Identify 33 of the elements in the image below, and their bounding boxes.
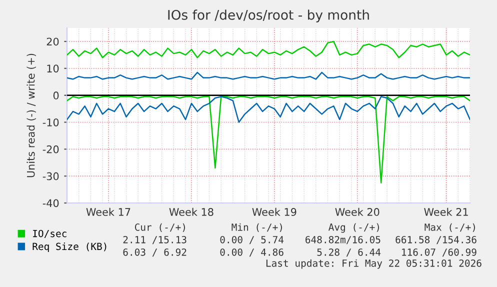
text: 5.28 / 6.44 [317,248,381,257]
y-tick-label: 20 [46,38,59,46]
x-tick-label: Week 18 [169,208,214,216]
text: 0.00 / 4.86 [220,248,284,257]
line-series [67,96,470,123]
y-axis-title: Units read (-) / write (+) [26,54,36,178]
y-tick-label: -40 [42,199,59,208]
x-tick-label: Week 19 [252,208,296,216]
text: Min (-/+) [232,223,282,232]
line-series [67,96,470,184]
text: 648.82m/16.05 [306,236,380,244]
y-tick-label: 10 [47,64,59,72]
x-tick-label: Week 17 [86,208,130,216]
text: Max (-/+) [424,223,475,232]
y-tick-label: -30 [42,172,59,180]
legend-label: Req Size (KB) [32,242,106,252]
text: Avg (-/+) [328,223,379,233]
y-tick-label: 0 [53,92,59,100]
x-tick-label: Week 21 [424,208,468,216]
text: 2.11 /15.13 [123,236,186,244]
y-tick-label: -20 [42,145,59,154]
text: 661.58 /154.36 [396,236,476,244]
y-tick-label: -10 [42,118,59,126]
text: 6.03 / 6.92 [123,248,186,257]
line-series [67,40,470,58]
text: 0.00 / 5.74 [220,236,284,244]
chart-title: IOs for /dev/os/root - by month [168,10,369,22]
text: Last update: Fri May 22 05:31:01 2026 [266,259,482,269]
legend-label: IO/sec [33,230,66,238]
x-tick-label: Week 20 [335,208,380,216]
text: Cur (-/+) [134,223,185,232]
line-series [67,72,470,80]
text: 116.07 /60.99 [402,248,476,257]
